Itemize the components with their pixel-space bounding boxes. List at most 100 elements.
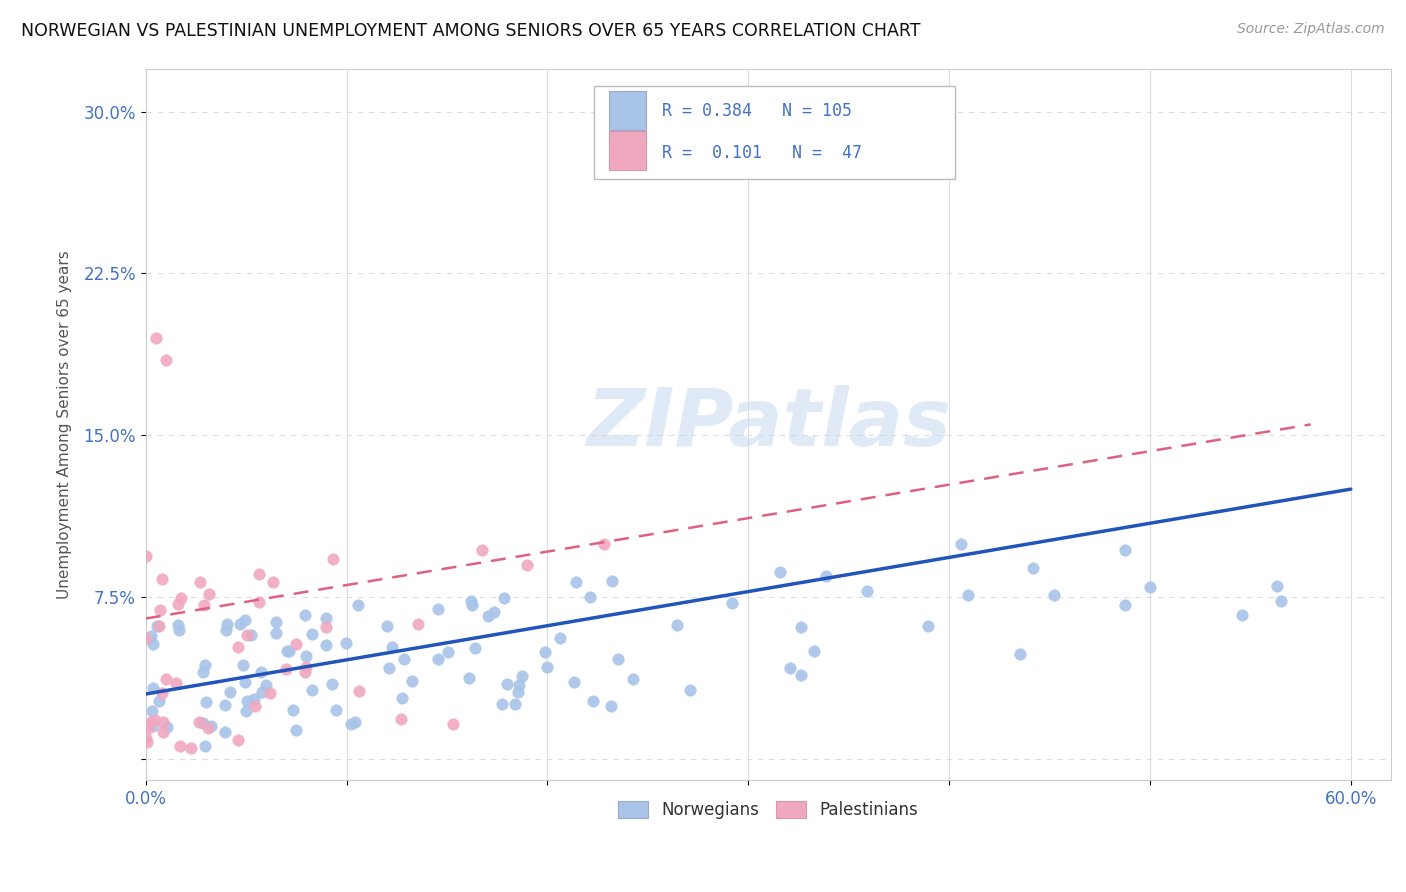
Point [377, 661, 399, 675]
Point [441, 717, 464, 731]
Point [516, 558, 538, 573]
Point [233, 674, 256, 689]
Point [250, 665, 273, 680]
Point [325, 703, 347, 717]
Point [148, 694, 170, 708]
Point [226, 732, 249, 747]
Point [155, 352, 177, 367]
Point [426, 651, 449, 665]
Point [321, 677, 343, 691]
Point [277, 644, 299, 658]
Point [389, 712, 412, 726]
Point [301, 627, 323, 641]
Text: ZIPatlas: ZIPatlas [586, 385, 950, 464]
Point [460, 594, 482, 608]
Point [1139, 580, 1161, 594]
Point [335, 636, 357, 650]
Point [169, 739, 191, 753]
Point [152, 725, 174, 739]
Point [148, 618, 170, 632]
Point [142, 719, 165, 733]
Point [166, 597, 188, 611]
Point [491, 698, 513, 712]
Point [142, 637, 165, 651]
Point [141, 704, 163, 718]
Point [214, 698, 236, 712]
Point [562, 675, 585, 690]
Point [401, 673, 423, 688]
Point [582, 694, 605, 708]
Point [240, 628, 263, 642]
Point [602, 574, 624, 589]
Point [180, 740, 202, 755]
Point [917, 619, 939, 633]
Point [188, 575, 211, 590]
Point [194, 739, 217, 753]
Legend: Norwegians, Palestinians: Norwegians, Palestinians [612, 794, 925, 825]
Point [322, 551, 344, 566]
Point [1265, 578, 1288, 592]
Point [460, 598, 482, 612]
Point [284, 637, 307, 651]
Point [281, 703, 304, 717]
Point [458, 671, 481, 685]
Point [1043, 588, 1066, 602]
Point [391, 691, 413, 706]
Point [406, 616, 429, 631]
Point [188, 714, 211, 729]
Point [215, 616, 238, 631]
Point [247, 566, 270, 581]
Point [197, 721, 219, 735]
Point [198, 587, 221, 601]
Point [166, 618, 188, 632]
Point [1270, 594, 1292, 608]
Point [264, 626, 287, 640]
Point [226, 640, 249, 654]
Point [262, 575, 284, 590]
Point [789, 620, 811, 634]
Point [233, 614, 256, 628]
Point [347, 598, 370, 612]
Point [315, 620, 337, 634]
Point [347, 683, 370, 698]
Point [135, 731, 157, 745]
Point [143, 713, 166, 727]
Point [496, 676, 519, 690]
Point [236, 694, 259, 708]
Text: R = 0.384   N = 105: R = 0.384 N = 105 [662, 103, 852, 120]
Point [228, 617, 250, 632]
Point [139, 714, 162, 729]
Point [142, 681, 165, 695]
Point [266, 615, 288, 630]
Point [426, 602, 449, 616]
Point [492, 591, 515, 605]
Point [508, 678, 530, 692]
Point [814, 569, 837, 583]
Text: NORWEGIAN VS PALESTINIAN UNEMPLOYMENT AMONG SENIORS OVER 65 YEARS CORRELATION CH: NORWEGIAN VS PALESTINIAN UNEMPLOYMENT AM… [21, 22, 921, 40]
Point [219, 684, 242, 698]
Point [236, 628, 259, 642]
Point [200, 719, 222, 733]
Point [301, 682, 323, 697]
Point [146, 618, 169, 632]
FancyBboxPatch shape [609, 131, 647, 170]
Point [550, 631, 572, 645]
Point [315, 611, 337, 625]
Point [503, 698, 526, 712]
Point [344, 715, 367, 730]
Point [274, 662, 297, 676]
Point [149, 603, 172, 617]
Point [1114, 543, 1136, 558]
Point [150, 572, 173, 586]
Point [254, 678, 277, 692]
Point [250, 684, 273, 698]
Point [165, 675, 187, 690]
Text: R =  0.101   N =  47: R = 0.101 N = 47 [662, 144, 862, 161]
Point [295, 648, 318, 663]
Point [135, 549, 157, 563]
Point [512, 669, 534, 683]
Point [769, 566, 792, 580]
Point [315, 638, 337, 652]
Point [592, 537, 614, 551]
Point [294, 665, 316, 680]
